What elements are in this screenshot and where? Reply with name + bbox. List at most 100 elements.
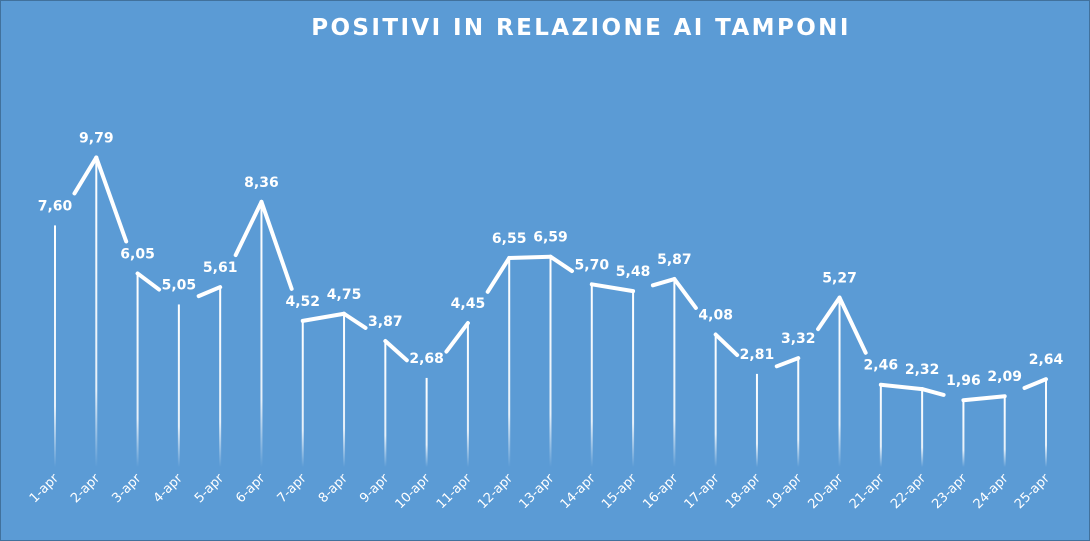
x-tick-label: 21-apr: [847, 471, 888, 512]
data-label: 4,75: [327, 287, 362, 303]
data-label: 6,05: [120, 246, 155, 262]
series-line-segment: [672, 277, 698, 310]
x-tick-label: 9-apr: [357, 471, 392, 506]
data-label: 2,32: [905, 362, 940, 378]
x-tick-label: 1-apr: [27, 471, 62, 506]
drop-line: [177, 304, 180, 467]
data-label: 6,59: [533, 230, 568, 246]
drop-line: [632, 291, 635, 467]
x-tick-label: 4-apr: [151, 471, 186, 506]
data-label: 5,70: [575, 257, 610, 273]
series-line-segment: [300, 311, 347, 323]
drop-line: [838, 297, 841, 467]
x-tick-label: 5-apr: [192, 471, 227, 506]
x-tick-label: 22-apr: [888, 471, 929, 512]
data-label: 2,81: [740, 347, 775, 363]
x-tick-label: 19-apr: [764, 471, 805, 512]
data-label: 4,08: [698, 308, 733, 324]
series-line-segment: [383, 339, 409, 363]
series-line-segment: [920, 387, 946, 397]
series-line-segment: [589, 282, 636, 294]
drop-line: [95, 157, 98, 467]
series-line-segment: [878, 382, 925, 392]
data-label: 3,32: [781, 331, 816, 347]
data-label: 9,79: [79, 131, 114, 147]
drop-line: [466, 323, 469, 467]
drop-line: [673, 279, 676, 467]
drop-line: [797, 358, 800, 467]
data-label: 2,68: [409, 351, 444, 367]
series-line-segment: [196, 285, 223, 299]
series-line-segment: [94, 155, 129, 244]
x-tick-label: 14-apr: [558, 471, 599, 512]
series-line-segment: [816, 295, 842, 332]
x-tick-label: 6-apr: [233, 471, 268, 506]
data-label: 5,61: [203, 260, 238, 276]
x-tick-label: 17-apr: [682, 471, 723, 512]
x-tick-label: 11-apr: [434, 471, 475, 512]
series-line-segment: [713, 332, 740, 358]
data-label: 5,05: [162, 277, 197, 293]
drop-line: [755, 373, 758, 467]
x-tick-label: 13-apr: [516, 471, 557, 512]
data-label: 4,45: [451, 296, 486, 312]
data-label: 7,60: [38, 198, 73, 214]
series-line-segment: [1022, 377, 1048, 391]
data-label: 2,46: [864, 358, 899, 374]
x-tick-label: 7-apr: [275, 471, 310, 506]
x-tick-label: 23-apr: [929, 471, 970, 512]
series-line-segment: [259, 199, 294, 291]
x-tick-label: 2-apr: [68, 471, 103, 506]
data-label: 8,36: [244, 175, 279, 191]
x-tick-label: 10-apr: [393, 471, 434, 512]
x-tick-label: 15-apr: [599, 471, 640, 512]
series-line-segment: [650, 277, 677, 288]
data-label: 5,87: [657, 252, 692, 268]
drop-line: [879, 384, 882, 467]
data-label: 5,48: [616, 264, 651, 280]
drop-line: [54, 225, 56, 467]
series-line-segment: [548, 254, 574, 274]
drop-line: [343, 313, 346, 467]
x-tick-label: 8-apr: [316, 471, 351, 506]
series-line-segment: [233, 199, 264, 258]
drop-line: [962, 400, 965, 467]
data-label: 2,09: [987, 369, 1022, 385]
series-line-segment: [774, 356, 801, 369]
series-line-segment: [135, 271, 162, 292]
x-tick-label: 3-apr: [109, 471, 144, 506]
drop-line: [549, 256, 552, 467]
drop-line: [425, 377, 428, 467]
series-line-segment: [342, 311, 368, 330]
x-tick-label: 20-apr: [806, 471, 847, 512]
x-tick-label: 24-apr: [971, 471, 1012, 512]
series-line-segment: [485, 255, 512, 294]
series-line-segment: [72, 155, 99, 196]
drop-line: [136, 273, 139, 467]
data-label: 4,52: [285, 294, 320, 310]
chart-title: POSITIVI IN RELAZIONE AI TAMPONI: [311, 15, 851, 41]
series-line-segment: [837, 295, 868, 355]
drop-line: [260, 201, 263, 467]
drop-line: [921, 389, 924, 467]
drop-line: [590, 284, 593, 467]
drop-line: [714, 334, 717, 467]
x-tick-label: 25-apr: [1012, 471, 1053, 512]
drop-line: [1003, 396, 1006, 467]
data-label: 5,27: [822, 271, 857, 287]
data-label: 6,55: [492, 231, 527, 247]
drop-line: [384, 341, 387, 467]
x-tick-label: 16-apr: [640, 471, 681, 512]
data-label: 1,96: [946, 373, 981, 389]
series-line-segment: [444, 321, 470, 354]
x-tick-label: 12-apr: [475, 471, 516, 512]
drop-line: [1045, 379, 1047, 467]
data-label: 2,64: [1029, 352, 1064, 368]
series-line-segment: [507, 254, 553, 260]
data-label: 3,87: [368, 314, 403, 330]
x-tick-label: 18-apr: [723, 471, 764, 512]
drop-line: [219, 287, 222, 467]
drop-line: [508, 257, 511, 467]
